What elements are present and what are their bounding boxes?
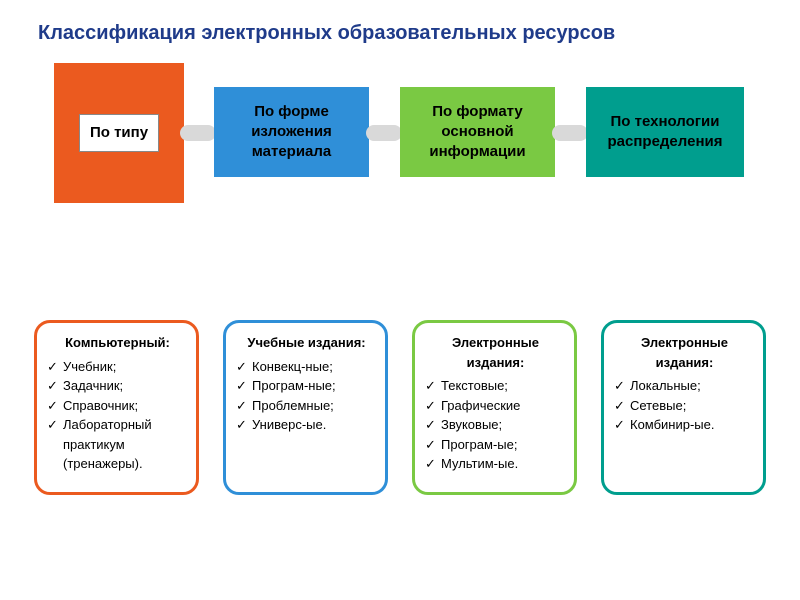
category-box-form: По форме изложения материала [214, 73, 369, 191]
list-item: Комбинир-ые. [614, 415, 755, 435]
list-item: Учебник; [47, 357, 188, 377]
detail-card: Учебные издания: Конвекц-ные;Програм-ные;… [223, 320, 388, 495]
connector-1 [180, 125, 216, 141]
card-heading: Компьютерный: [47, 333, 188, 353]
card-list: Локальные;Сетевые;Комбинир-ые. [614, 376, 755, 435]
list-item: Проблемные; [236, 396, 377, 416]
list-item: Мультим-ые. [425, 454, 566, 474]
list-item: Локальные; [614, 376, 755, 396]
list-item: Програм-ые; [425, 435, 566, 455]
card-list: Конвекц-ные;Програм-ные;Проблемные;Униве… [236, 357, 377, 435]
list-item: Справочник; [47, 396, 188, 416]
list-item: Конвекц-ные; [236, 357, 377, 377]
card-heading: Учебные издания: [236, 333, 377, 353]
list-item: Графические [425, 396, 566, 416]
card-list: Учебник;Задачник;Справочник;Лабораторный [47, 357, 188, 435]
card-heading: Электронные издания: [614, 333, 755, 372]
page-title: Классификация электронных образовательны… [0, 0, 800, 45]
category-label-tech: По технологии распределения [590, 112, 740, 153]
detail-cards-row: Компьютерный: Учебник;Задачник;Справочник… [34, 320, 766, 495]
category-row: По типу По форме изложения материала По … [0, 73, 800, 213]
list-item: Задачник; [47, 376, 188, 396]
detail-card: Компьютерный: Учебник;Задачник;Справочник… [34, 320, 199, 495]
category-box-format: По формату основной информации [400, 73, 555, 191]
card-tail-text: практикум (тренажеры). [47, 435, 188, 474]
list-item: Сетевые; [614, 396, 755, 416]
detail-card: Электронные издания: Локальные;Сетевые;Ко… [601, 320, 766, 495]
list-item: Програм-ные; [236, 376, 377, 396]
list-item: Текстовые; [425, 376, 566, 396]
list-item: Звуковые; [425, 415, 566, 435]
category-label-type: По типу [79, 114, 159, 152]
category-box-tech: По технологии распределения [586, 73, 744, 191]
detail-card: Электронные издания: Текстовые;Графически… [412, 320, 577, 495]
connector-3 [552, 125, 588, 141]
category-label-format: По формату основной информации [404, 102, 551, 163]
list-item: Лабораторный [47, 415, 188, 435]
card-list: Текстовые;ГрафическиеЗвуковые;Програм-ые… [425, 376, 566, 474]
category-box-type: По типу [54, 63, 184, 203]
connector-2 [366, 125, 402, 141]
category-label-form: По форме изложения материала [218, 102, 365, 163]
list-item: Универс-ые. [236, 415, 377, 435]
card-heading: Электронные издания: [425, 333, 566, 372]
